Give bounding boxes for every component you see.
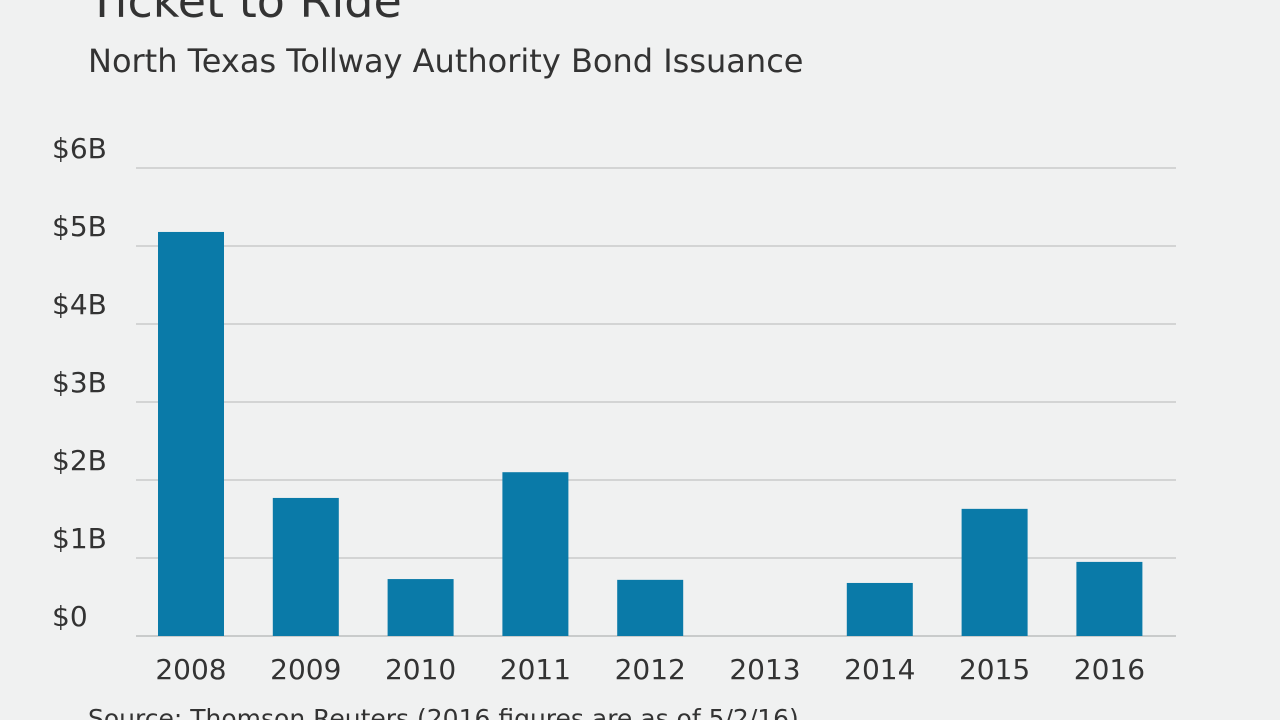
x-tick-label: 2012: [615, 653, 686, 686]
chart-title: Ticket to Ride: [88, 0, 402, 28]
bar-2008: [158, 231, 224, 636]
x-tick-label: 2015: [959, 653, 1030, 686]
source-note: Source: Thomson Reuters (2016 figures ar…: [88, 704, 799, 720]
bar-2016: [1076, 561, 1143, 636]
bar-2012: [617, 579, 684, 636]
y-tick-label: $1B: [52, 522, 107, 555]
y-tick-label: $3B: [52, 366, 107, 399]
bar-2010: [387, 579, 454, 636]
x-axis-tick-labels: 2008 2009 2010 2011 2012 2013 2014 2015 2016: [155, 653, 1145, 686]
y-tick-label: $6B: [52, 132, 107, 165]
x-tick-label: 2016: [1074, 653, 1145, 686]
x-tick-label: 2009: [270, 653, 341, 686]
bar-2015: [961, 508, 1028, 636]
y-axis-tick-labels: $0 $1B $2B $3B $4B $5B $6B: [52, 132, 107, 633]
chart-subtitle: North Texas Tollway Authority Bond Issua…: [88, 42, 804, 80]
y-tick-label: $5B: [52, 210, 107, 243]
bars: [158, 231, 1143, 636]
bar-2009: [272, 497, 339, 636]
y-tick-label: $0: [52, 600, 88, 633]
bar-2011: [502, 472, 569, 636]
x-tick-label: 2008: [155, 653, 226, 686]
x-tick-label: 2014: [844, 653, 915, 686]
x-tick-label: 2010: [385, 653, 456, 686]
y-tick-label: $2B: [52, 444, 107, 477]
y-tick-label: $4B: [52, 288, 107, 321]
x-tick-label: 2013: [729, 653, 800, 686]
x-tick-label: 2011: [500, 653, 571, 686]
bar-2014: [846, 582, 913, 636]
